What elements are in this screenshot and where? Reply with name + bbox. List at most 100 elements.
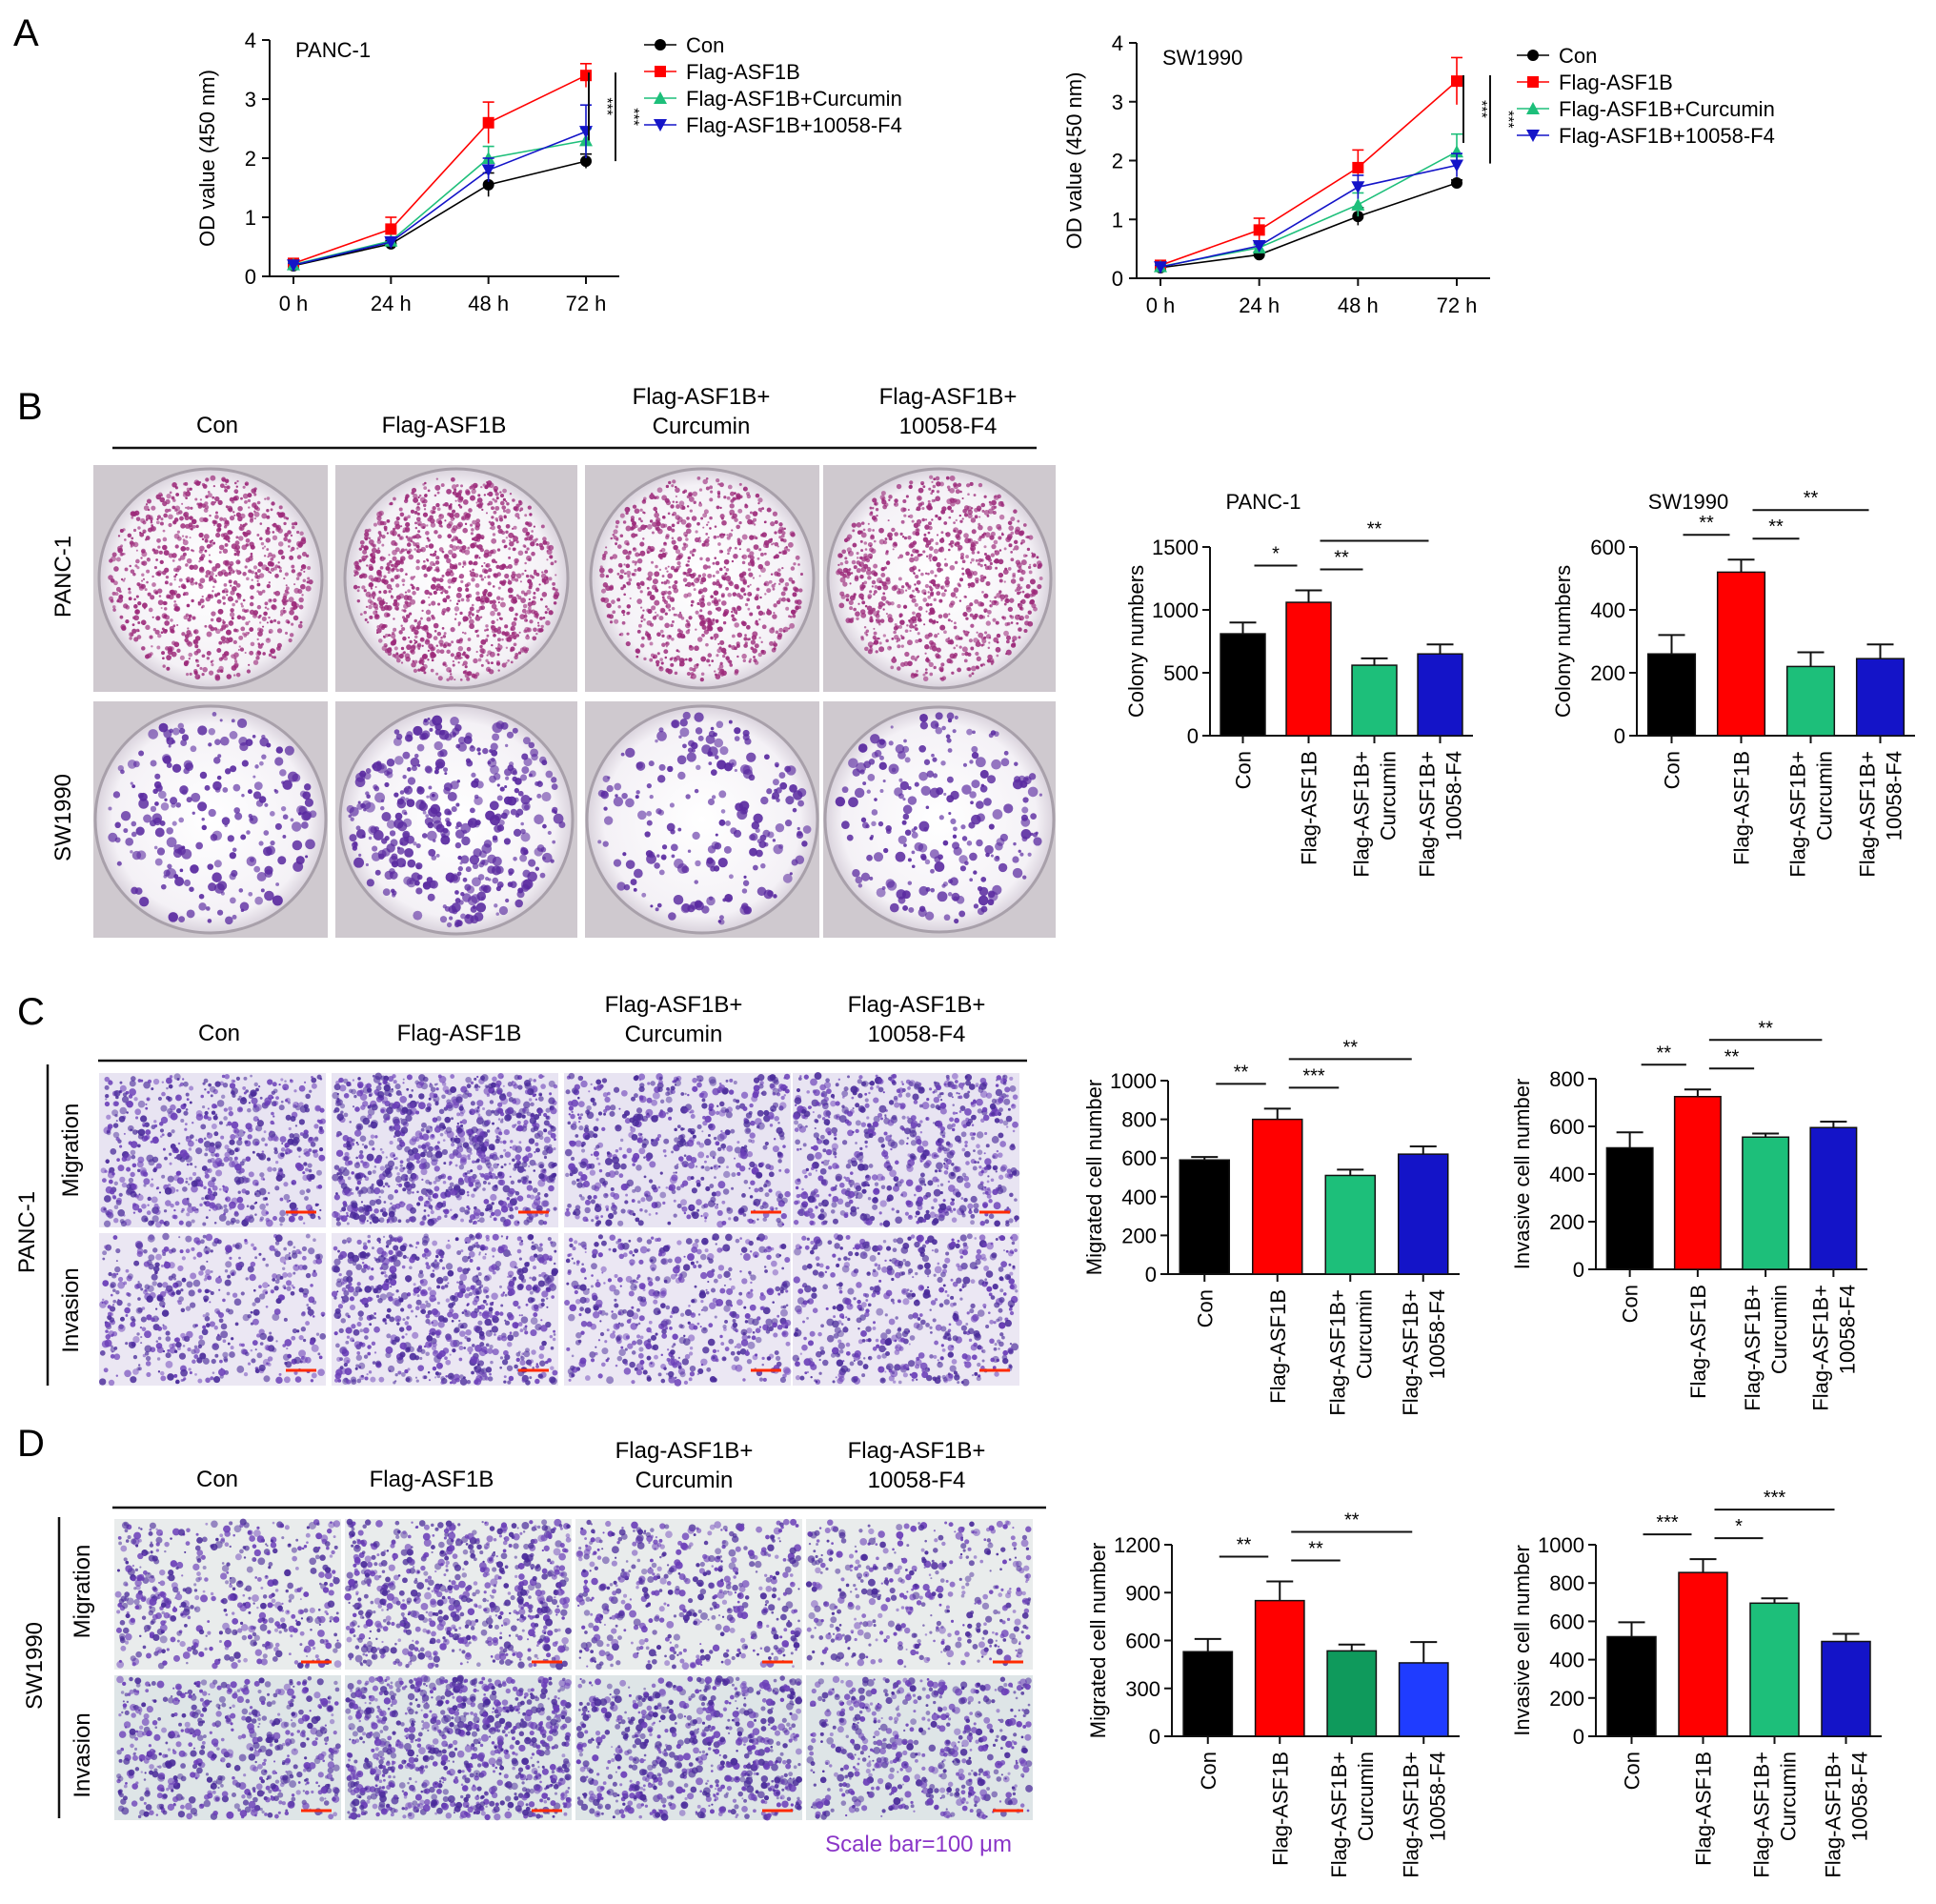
colony xyxy=(773,612,775,614)
colony xyxy=(717,643,719,645)
colony xyxy=(659,550,662,553)
colony xyxy=(300,621,303,624)
colony xyxy=(306,555,309,557)
colony xyxy=(741,654,746,658)
colony xyxy=(249,814,252,818)
colony xyxy=(397,534,400,537)
colony xyxy=(538,583,540,585)
colony xyxy=(702,527,704,529)
colony xyxy=(157,634,161,638)
colony xyxy=(954,621,957,624)
colony xyxy=(964,659,968,663)
colony xyxy=(604,816,613,824)
colony xyxy=(245,557,250,562)
colony xyxy=(484,494,486,496)
colony xyxy=(1022,591,1025,594)
colony xyxy=(120,529,124,533)
colony xyxy=(369,594,373,598)
colony xyxy=(971,746,978,753)
colony xyxy=(457,587,462,592)
colony xyxy=(300,584,306,590)
colony xyxy=(307,577,310,579)
colony xyxy=(208,882,216,891)
colony xyxy=(119,590,122,593)
marker-square xyxy=(385,223,396,234)
colony xyxy=(791,610,795,614)
colony xyxy=(234,659,237,662)
y-tick-label: 1 xyxy=(245,206,256,230)
colony xyxy=(212,872,222,882)
colony xyxy=(634,888,637,892)
colony xyxy=(964,513,968,517)
colony xyxy=(194,479,199,484)
colony xyxy=(441,833,446,838)
colony xyxy=(272,598,276,602)
colony xyxy=(230,516,234,520)
colony xyxy=(1017,591,1020,595)
colony xyxy=(389,503,392,506)
colony xyxy=(451,477,455,482)
colony xyxy=(291,622,293,625)
colony xyxy=(491,620,494,624)
colony xyxy=(489,776,496,783)
colony xyxy=(676,649,679,652)
colony xyxy=(898,836,907,844)
colony xyxy=(971,666,977,672)
colony xyxy=(164,799,167,801)
colony xyxy=(448,586,451,589)
colony xyxy=(257,616,260,618)
colony xyxy=(497,548,500,551)
colony xyxy=(778,772,785,779)
colony xyxy=(888,495,892,498)
colony xyxy=(666,642,668,644)
colony xyxy=(372,852,381,861)
colony xyxy=(955,716,958,719)
colony xyxy=(529,598,531,600)
colony xyxy=(552,841,555,844)
colony xyxy=(937,621,938,623)
colony xyxy=(872,608,876,612)
colony xyxy=(615,525,618,528)
colony xyxy=(525,551,528,554)
colony xyxy=(429,543,434,548)
colony xyxy=(411,629,413,632)
colony xyxy=(918,656,919,658)
colony xyxy=(739,483,742,486)
colony xyxy=(746,753,756,762)
colony xyxy=(254,764,258,768)
colony xyxy=(747,495,751,498)
colony xyxy=(252,503,256,508)
colony xyxy=(635,508,640,514)
colony xyxy=(872,580,876,584)
colony xyxy=(194,582,197,585)
colony xyxy=(478,862,484,868)
colony xyxy=(381,812,391,821)
colony xyxy=(964,652,969,657)
colony xyxy=(1018,531,1024,537)
colony xyxy=(687,505,689,507)
colony xyxy=(634,569,636,572)
colony xyxy=(400,513,405,517)
colony xyxy=(536,794,541,799)
colony xyxy=(455,500,457,502)
colony xyxy=(192,519,197,525)
colony xyxy=(457,599,460,602)
colony xyxy=(797,599,802,605)
marker-square xyxy=(1352,162,1363,173)
colony xyxy=(419,495,422,497)
colony xyxy=(629,578,633,582)
colony xyxy=(970,624,974,628)
colony xyxy=(713,575,716,577)
colony xyxy=(454,920,461,926)
marker-square xyxy=(1527,76,1539,88)
colony xyxy=(253,791,261,799)
colony xyxy=(752,648,757,654)
colony xyxy=(902,499,906,503)
colony xyxy=(527,627,532,632)
colony xyxy=(706,859,716,868)
colony xyxy=(635,563,636,565)
colony xyxy=(614,619,618,624)
colony xyxy=(150,636,153,639)
colony xyxy=(485,877,489,881)
colony xyxy=(446,679,449,681)
